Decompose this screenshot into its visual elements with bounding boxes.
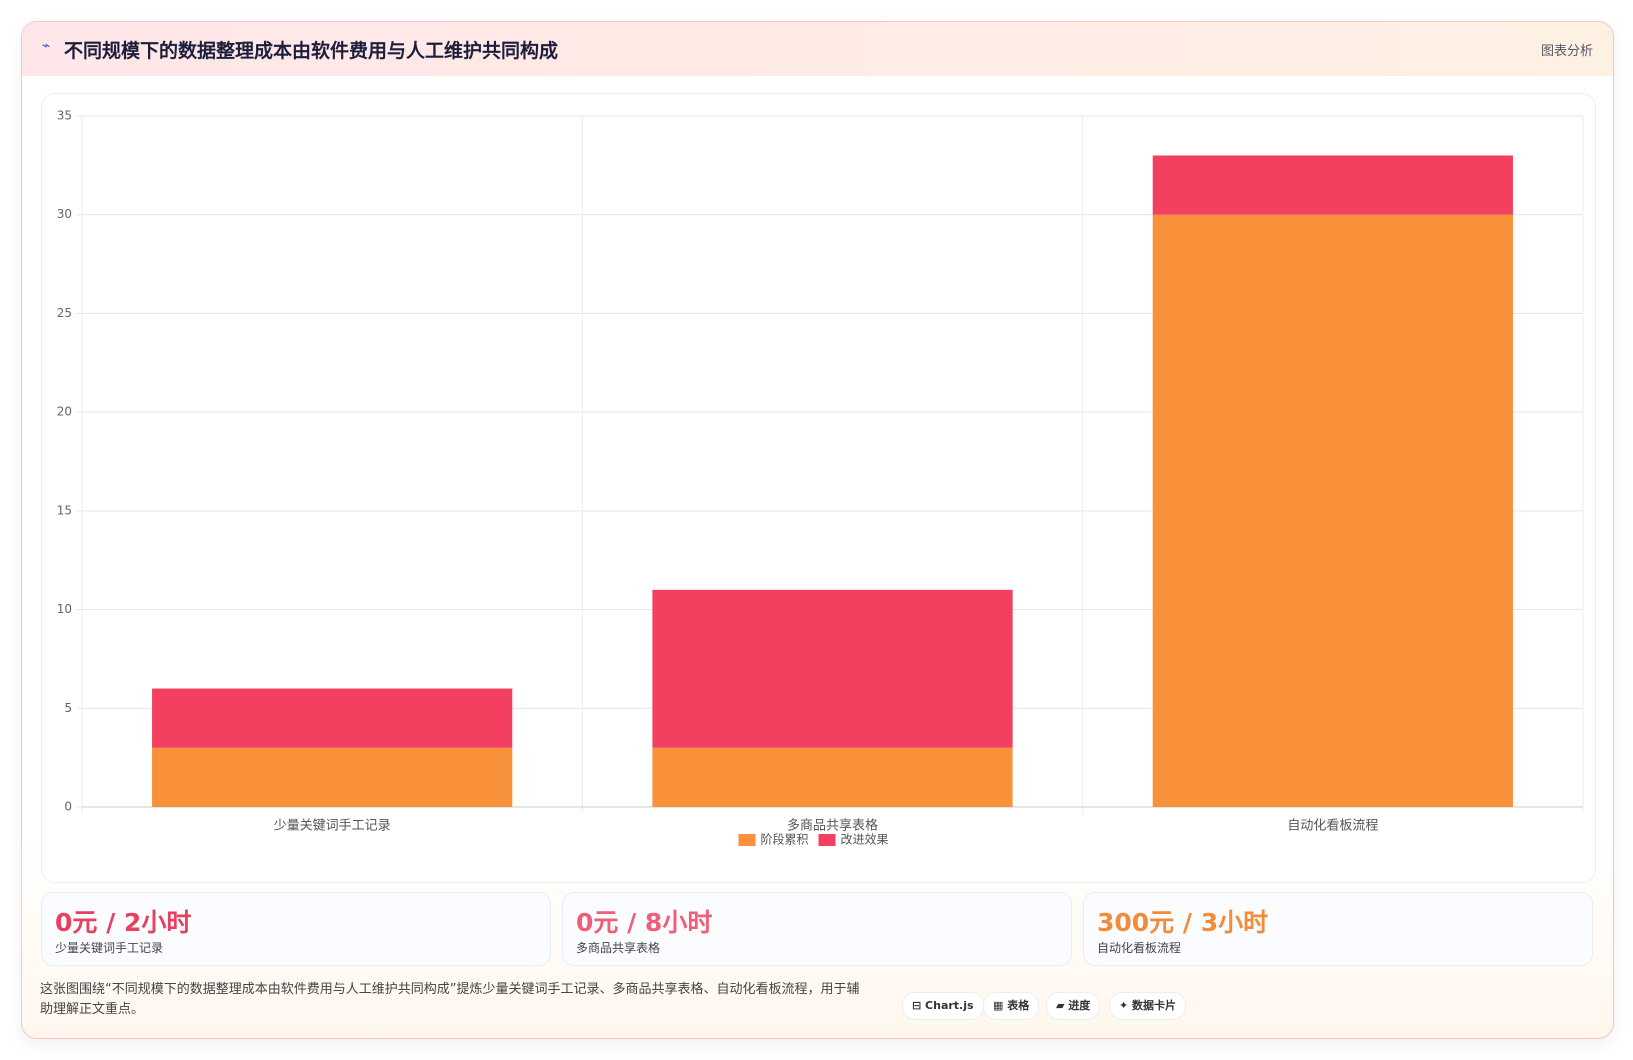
title: 不同规模下的数据整理成本由软件费用与人工维护共同构成 (64, 40, 559, 62)
y-tick-label: 10 (57, 602, 72, 616)
legend-label: 改进效果 (841, 832, 889, 847)
stat-card: 300元 / 3小时自动化看板流程 (1083, 892, 1593, 966)
y-tick-label: 0 (64, 800, 72, 814)
stat-label: 自动化看板流程 (1097, 941, 1182, 955)
y-tick-label: 35 (57, 109, 72, 123)
legend-label: 阶段累积 (761, 832, 809, 847)
stat-value: 300元 / 3小时 (1097, 908, 1269, 937)
stat-card: 0元 / 8小时多商品共享表格 (562, 892, 1072, 966)
card: ⌁ 不同规模下的数据整理成本由软件费用与人工维护共同构成 图表分析 0 5 10 15… (21, 21, 1614, 1039)
x-tick-label: 自动化看板流程 (1287, 818, 1378, 834)
chip: ⊟ Chart.js (902, 992, 984, 1020)
bar (652, 589, 1013, 748)
y-tick-label: 20 (57, 405, 72, 419)
bar (1152, 214, 1513, 807)
header-tag: 图表分析 (1540, 44, 1593, 59)
legend-swatch (738, 834, 756, 846)
chip: ▦ 表格 (983, 992, 1040, 1020)
header: ⌁ 不同规模下的数据整理成本由软件费用与人工维护共同构成 图表分析 (22, 22, 1613, 76)
y-tick-label: 30 (57, 207, 72, 221)
stat-value: 0元 / 8小时 (576, 908, 713, 937)
x-tick-label: 少量关键词手工记录 (274, 819, 391, 834)
y-tick-label: 25 (57, 306, 72, 320)
y-tick-label: 5 (64, 701, 72, 715)
x-tick-label: 多商品共享表格 (787, 818, 878, 834)
stat-label: 少量关键词手工记录 (55, 941, 164, 955)
bar (152, 688, 513, 748)
footer-text: 这张图围绕“不同规模下的数据整理成本由软件费用与人工维护共同构成”提炼少量关键词… (40, 982, 860, 1017)
header-icon: ⌁ (42, 38, 51, 54)
stat-value: 0元 / 2小时 (55, 908, 192, 937)
y-tick-label: 15 (57, 503, 72, 517)
chart-panel: 0 5 10 15 20 25 30 35 少量关键词手工记录 多商品共享表格 自动化看板流程阶段累… (41, 93, 1596, 883)
bar (1152, 155, 1513, 215)
legend-swatch (818, 834, 836, 846)
bar (652, 747, 1013, 807)
chart: 0 5 10 15 20 25 30 35 少量关键词手工记录 多商品共享表格 自动化看板流程阶段累… (57, 109, 1584, 847)
bar (152, 747, 513, 807)
stat-card: 0元 / 2小时少量关键词手工记录 (41, 892, 551, 966)
chip: ▰ 进度 (1046, 992, 1101, 1020)
stat-label: 多商品共享表格 (576, 941, 661, 955)
chip: ✦ 数据卡片 (1109, 992, 1187, 1020)
